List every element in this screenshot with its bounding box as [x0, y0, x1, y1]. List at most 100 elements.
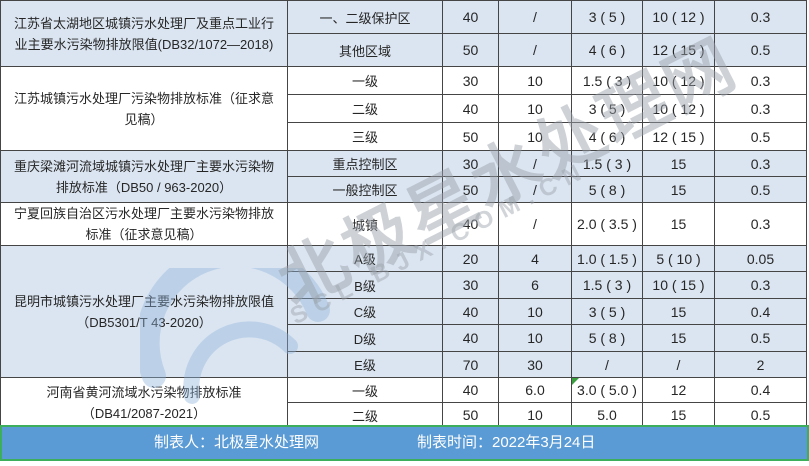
value-cell: 10 [498, 402, 572, 428]
value-cell: 10 ( 12 ) [642, 94, 715, 123]
value-cell: 50 [442, 402, 499, 428]
value-cell: 0.3 [714, 94, 807, 123]
value-cell: 5 ( 10 ) [642, 245, 715, 272]
value-cell: 10 ( 12 ) [642, 66, 715, 95]
standard-name-cell: 昆明市城镇污水处理厂主要水污染物排放限值（DB5301/T 43-2020） [0, 245, 288, 378]
region-cell: 其他区域 [287, 33, 443, 67]
region-cell: 一般控制区 [287, 176, 443, 203]
value-cell: 0.5 [714, 176, 807, 203]
value-cell: 1.5 ( 3 ) [571, 66, 643, 95]
value-cell: 10 [498, 122, 572, 151]
value-cell: 0.5 [714, 402, 807, 428]
table-row: 其他区域 50/4 ( 6 ) 12 ( 15 ) 0.5 [1, 33, 807, 67]
table-row: 宁夏回族自治区污水处理厂主要水污染物排放标准（征求意见稿） 城镇 40/2.0 ( … [0, 202, 807, 246]
value-cell: 0.4 [714, 377, 807, 403]
value-cell: / [498, 33, 572, 67]
value-cell: 70 [442, 351, 499, 378]
value-cell: 1.5 ( 3 ) [571, 150, 643, 177]
value-cell: / [498, 150, 572, 177]
value-cell: / [498, 176, 572, 203]
value-cell: 0.5 [714, 33, 807, 67]
value-cell: 15 [642, 324, 715, 352]
value-cell: 12 ( 15 ) [642, 33, 715, 67]
table-row: 昆明市城镇污水处理厂主要水污染物排放限值（DB5301/T 43-2020） A级… [0, 245, 807, 378]
value-cell: 50 [442, 33, 499, 67]
standards-table-body: 江苏省太湖地区城镇污水处理厂及重点工业行业主要水污染物排放限值(DB32/107… [0, 0, 807, 428]
table-row: 二级 50 10 5.0 15 0.5 [1, 402, 807, 428]
value-cell: 5.0 [571, 402, 643, 428]
value-cell: 12 ( 15 ) [642, 122, 715, 151]
value-cell: 0.3 [714, 150, 807, 177]
region-cell: 一级 [287, 66, 443, 95]
region-cell: 三级 [287, 122, 443, 151]
value-cell: 4 ( 6 ) [571, 122, 643, 151]
value-cell: 0.3 [714, 271, 807, 299]
value-cell: 40 [442, 202, 499, 246]
standard-name-cell: 宁夏回族自治区污水处理厂主要水污染物排放标准（征求意见稿） [0, 202, 288, 246]
table-row: E级 70 30//2 [1, 351, 807, 378]
table-row: D级 40 10 5 ( 8 ) 15 0.5 [1, 324, 807, 352]
value-cell: 50 [442, 122, 499, 151]
table-row: 江苏省太湖地区城镇污水处理厂及重点工业行业主要水污染物排放限值(DB32/107… [0, 0, 807, 67]
footer-date-label: 制表时间：2022年3月24日 [417, 434, 596, 451]
value-cell: 0.3 [714, 202, 807, 246]
table-row: 江苏城镇污水处理厂污染物排放标准（征求意见稿） 一级 30 10 1.5 ( 3 ) 10… [0, 66, 807, 151]
value-cell: 0.05 [714, 245, 807, 272]
value-cell: 6.0 [498, 377, 572, 403]
value-cell: 20 [442, 245, 499, 272]
value-cell: 10 ( 12 ) [642, 0, 715, 34]
value-cell: 0.3 [714, 0, 807, 34]
standard-name-cell: 江苏省太湖地区城镇污水处理厂及重点工业行业主要水污染物排放限值(DB32/107… [0, 0, 288, 67]
value-cell: 2.0 ( 3.5 ) [571, 202, 643, 246]
value-cell: 4 [498, 245, 572, 272]
value-cell: 0.5 [714, 324, 807, 352]
value-cell: 10 [498, 66, 572, 95]
region-cell: E级 [287, 351, 443, 378]
value-cell: 2 [714, 351, 807, 378]
value-cell: / [498, 202, 572, 246]
region-cell: 二级 [287, 94, 443, 123]
value-cell: 3 ( 5 ) [571, 0, 643, 34]
value-cell: 40 [442, 377, 499, 403]
table-row: C级 40 10 3 ( 5 ) 15 0.4 [1, 298, 807, 325]
table-row: 重庆梁滩河流域城镇污水处理厂主要水污染物排放标准（DB50 / 963-2020… [0, 150, 807, 203]
table-row: 一般控制区 50/5 ( 8 ) 15 0.5 [1, 176, 807, 203]
value-cell: 15 [642, 402, 715, 428]
value-cell: 30 [442, 66, 499, 95]
value-cell: 12 [642, 377, 715, 403]
value-cell: 15 [642, 150, 715, 177]
value-cell: 30 [442, 271, 499, 299]
value-cell: 15 [642, 176, 715, 203]
value-cell: / [571, 351, 643, 378]
region-cell: 重点控制区 [287, 150, 443, 177]
value-cell: 3 ( 5 ) [571, 94, 643, 123]
value-cell: / [642, 351, 715, 378]
value-cell: 10 [498, 324, 572, 352]
region-cell: B级 [287, 271, 443, 299]
standard-name-cell: 河南省黄河流域水污染物排放标准（DB41/2087-2021） [0, 377, 288, 428]
value-cell: 50 [442, 176, 499, 203]
standards-table: 江苏省太湖地区城镇污水处理厂及重点工业行业主要水污染物排放限值(DB32/107… [0, 0, 807, 428]
table-row: 河南省黄河流域水污染物排放标准（DB41/2087-2021） 一级 40 6.0 3.… [0, 377, 807, 428]
value-cell: 15 [642, 202, 715, 246]
value-cell: / [498, 0, 572, 34]
region-cell: A级 [287, 245, 443, 272]
value-cell: 0.3 [714, 66, 807, 95]
value-cell: 40 [442, 0, 499, 34]
table-row: B级 30 6 1.5 ( 3 ) 10 ( 15 ) 0.3 [1, 271, 807, 299]
region-cell: 一级 [287, 377, 443, 403]
region-cell: C级 [287, 298, 443, 325]
standard-name-cell: 江苏城镇污水处理厂污染物排放标准（征求意见稿） [0, 66, 288, 151]
region-cell: 一、二级保护区 [287, 0, 443, 34]
value-cell: 1.0 ( 1.5 ) [571, 245, 643, 272]
region-cell: 城镇 [287, 202, 443, 246]
value-cell: 30 [498, 351, 572, 378]
standard-name-cell: 重庆梁滩河流域城镇污水处理厂主要水污染物排放标准（DB50 / 963-2020… [0, 150, 288, 203]
value-cell: 10 [498, 298, 572, 325]
value-cell: 30 [442, 150, 499, 177]
value-cell: 0.4 [714, 298, 807, 325]
footer-bar: 制表人：北极星水处理网 制表时间：2022年3月24日 [0, 425, 809, 461]
value-cell: 40 [442, 94, 499, 123]
value-cell: 6 [498, 271, 572, 299]
